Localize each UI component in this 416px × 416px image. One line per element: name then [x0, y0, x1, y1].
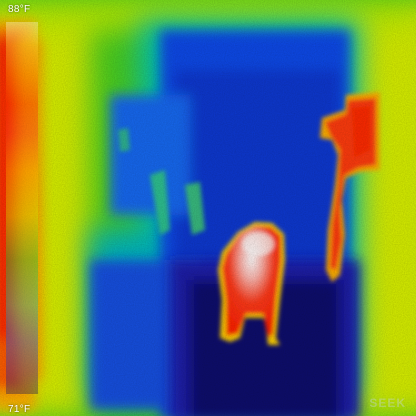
temperature-scale-bar — [6, 22, 38, 394]
brand-watermark: SEEK — [369, 396, 406, 410]
min-temperature-label: 71°F — [8, 404, 31, 415]
max-temperature-label: 88°F — [8, 4, 31, 15]
